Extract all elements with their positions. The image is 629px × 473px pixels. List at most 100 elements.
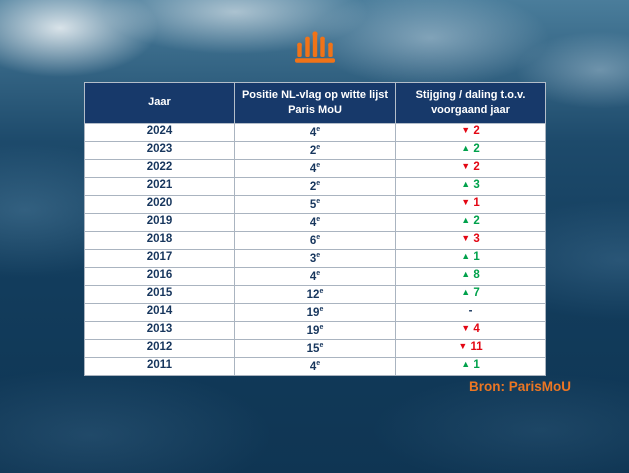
table-row: 2022 4e ▼ 2 <box>84 158 546 178</box>
year-cell: 2017 <box>84 248 235 268</box>
header-row: Jaar Positie NL-vlag op witte lijst Pari… <box>84 82 546 124</box>
ordinal-suffix: e <box>319 305 324 313</box>
ordinal-suffix: e <box>319 323 324 331</box>
change-value: 3 <box>470 233 480 246</box>
year-cell: 2013 <box>84 320 235 340</box>
ordinal-suffix: e <box>316 161 321 169</box>
ordinal-suffix: e <box>319 341 324 349</box>
change-value: 2 <box>470 125 480 138</box>
col-header-stijging-daling: Stijging / daling t.o.v. voorgaand jaar <box>395 82 546 124</box>
col-header-jaar: Jaar <box>84 82 235 124</box>
year-cell: 2018 <box>84 230 235 250</box>
position-cell: 2e <box>234 140 396 160</box>
change-value: 8 <box>470 269 480 282</box>
table-row: 2012 15e ▼ 11 <box>84 338 546 358</box>
table-row: 2018 6e ▼ 3 <box>84 230 546 250</box>
change-cell: ▲ 8 <box>395 266 546 286</box>
change-cell: ▼ 4 <box>395 320 546 340</box>
change-value: 1 <box>470 197 480 210</box>
year-cell: 2019 <box>84 212 235 232</box>
ranking-table-wrap: Jaar Positie NL-vlag op witte lijst Pari… <box>84 82 546 376</box>
up-arrow-icon: ▲ <box>461 143 471 154</box>
change-cell: ▼ 3 <box>395 230 546 250</box>
table-row: 2014 19e - <box>84 302 546 322</box>
year-cell: 2012 <box>84 338 235 358</box>
change-cell: ▼ 11 <box>395 338 546 358</box>
change-value: 1 <box>470 251 480 264</box>
up-arrow-icon: ▲ <box>461 251 471 262</box>
ordinal-suffix: e <box>316 251 321 259</box>
source-label: Bron: ParisMoU <box>468 379 571 394</box>
position-cell: 4e <box>234 356 396 376</box>
ordinal-suffix: e <box>319 287 324 295</box>
table-row: 2016 4e ▲ 8 <box>84 266 546 286</box>
table-row: 2015 12e ▲ 7 <box>84 284 546 304</box>
up-arrow-icon: ▲ <box>461 359 471 370</box>
year-cell: 2021 <box>84 176 235 196</box>
change-value: 2 <box>470 143 480 156</box>
down-arrow-icon: ▼ <box>461 323 471 334</box>
change-value: 2 <box>470 161 480 174</box>
table-row: 2017 3e ▲ 1 <box>84 248 546 268</box>
table-row: 2013 19e ▼ 4 <box>84 320 546 340</box>
year-cell: 2014 <box>84 302 235 322</box>
position-cell: 4e <box>234 158 396 178</box>
ordinal-suffix: e <box>316 269 321 277</box>
position-cell: 15e <box>234 338 396 358</box>
position-cell: 3e <box>234 248 396 268</box>
position-cell: 2e <box>234 176 396 196</box>
change-cell: ▲ 3 <box>395 176 546 196</box>
change-value: 11 <box>467 341 483 354</box>
change-cell: ▲ 1 <box>395 356 546 376</box>
change-cell: ▼ 1 <box>395 194 546 214</box>
table-row: 2020 5e ▼ 1 <box>84 194 546 214</box>
table-row: 2024 4e ▼ 2 <box>84 122 546 142</box>
position-cell: 19e <box>234 302 396 322</box>
change-cell: ▲ 2 <box>395 140 546 160</box>
change-value: 7 <box>470 287 480 300</box>
up-arrow-icon: ▲ <box>461 179 471 190</box>
change-value: 1 <box>470 359 480 372</box>
change-cell: ▼ 2 <box>395 122 546 142</box>
ordinal-suffix: e <box>316 125 321 133</box>
down-arrow-icon: ▼ <box>458 341 468 352</box>
change-value: 3 <box>470 179 480 192</box>
ordinal-suffix: e <box>316 215 321 223</box>
year-cell: 2024 <box>84 122 235 142</box>
crown-icon <box>294 31 335 63</box>
change-value: 4 <box>470 323 480 336</box>
ordinal-suffix: e <box>316 359 321 367</box>
table-row: 2011 4e ▲ 1 <box>84 356 546 376</box>
ordinal-suffix: e <box>316 233 321 241</box>
down-arrow-icon: ▼ <box>461 233 471 244</box>
ordinal-suffix: e <box>316 143 321 151</box>
position-cell: 5e <box>234 194 396 214</box>
position-cell: 19e <box>234 320 396 340</box>
up-arrow-icon: ▲ <box>461 269 471 280</box>
position-cell: 4e <box>234 122 396 142</box>
change-cell: ▼ 2 <box>395 158 546 178</box>
down-arrow-icon: ▼ <box>461 197 471 208</box>
up-arrow-icon: ▲ <box>461 215 471 226</box>
change-cell: - <box>395 302 546 322</box>
ranking-table: Jaar Positie NL-vlag op witte lijst Pari… <box>84 82 546 376</box>
position-cell: 12e <box>234 284 396 304</box>
up-arrow-icon: ▲ <box>461 287 471 298</box>
position-cell: 4e <box>234 212 396 232</box>
year-cell: 2023 <box>84 140 235 160</box>
change-value: 2 <box>470 215 480 228</box>
year-cell: 2011 <box>84 356 235 376</box>
position-cell: 4e <box>234 266 396 286</box>
table-row: 2021 2e ▲ 3 <box>84 176 546 196</box>
table-row: 2019 4e ▲ 2 <box>84 212 546 232</box>
change-cell: ▲ 7 <box>395 284 546 304</box>
down-arrow-icon: ▼ <box>461 161 471 172</box>
down-arrow-icon: ▼ <box>461 125 471 136</box>
table-body: 2024 4e ▼ 2 2023 2e ▲ 2 2022 4e ▼ 2 2021 2e ▲ 3 2020… <box>84 122 546 376</box>
year-cell: 2020 <box>84 194 235 214</box>
table-row: 2023 2e ▲ 2 <box>84 140 546 160</box>
position-cell: 6e <box>234 230 396 250</box>
ordinal-suffix: e <box>316 197 321 205</box>
change-cell: ▲ 1 <box>395 248 546 268</box>
